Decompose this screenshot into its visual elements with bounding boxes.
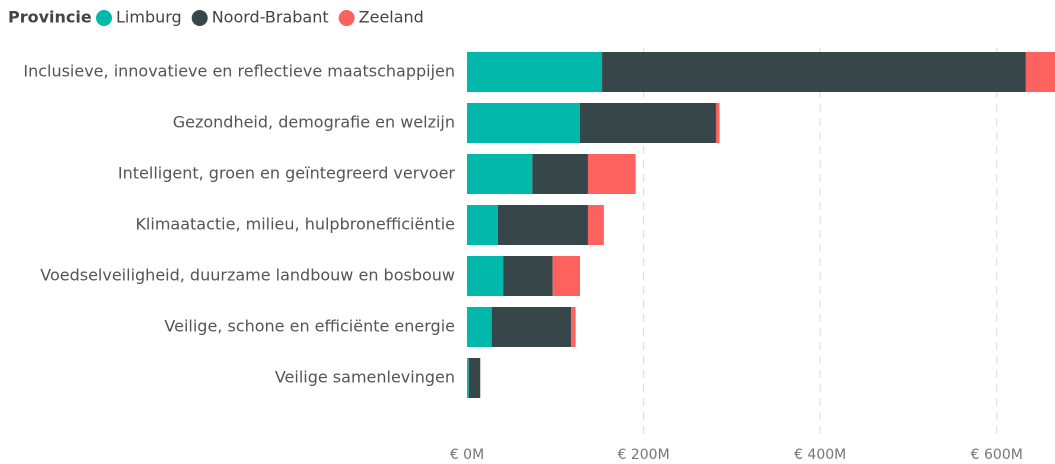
legend-label: Limburg: [116, 8, 182, 27]
bar-segment: [467, 256, 504, 296]
legend-swatch: [338, 10, 355, 26]
x-tick-label: € 400M: [794, 447, 846, 463]
bar-segment: [467, 52, 603, 92]
bar-segment: [503, 256, 553, 296]
bar-segment: [715, 103, 720, 143]
y-tick-label: Veilige samenlevingen: [275, 368, 455, 387]
bar-segment: [497, 205, 588, 245]
legend-label: Zeeland: [359, 8, 424, 27]
y-tick-label: Klimaatactie, milieu, hulpbronefficiënti…: [135, 215, 455, 234]
bar-segment: [587, 205, 604, 245]
x-tick-label: € 600M: [971, 447, 1023, 463]
legend-swatch: [96, 10, 112, 26]
bar-segment: [580, 103, 716, 143]
bar-segment: [602, 52, 1026, 92]
bar-segment: [468, 358, 481, 398]
x-tick-label: € 0M: [450, 447, 484, 463]
bar-segment: [491, 307, 572, 347]
bar-segment: [587, 154, 636, 194]
bar-segment: [467, 154, 533, 194]
y-tick-label: Gezondheid, demografie en welzijn: [173, 113, 455, 132]
bar-segment: [467, 307, 492, 347]
y-tick-label: Veilige, schone en efficiënte energie: [164, 317, 455, 336]
bar-segment: [532, 154, 588, 194]
x-tick-label: € 200M: [617, 447, 669, 463]
y-tick-label: Intelligent, groen en geïntegreerd vervo…: [118, 164, 456, 183]
bar-segment: [467, 103, 581, 143]
y-tick-label: Voedselveiligheid, duurzame landbouw en …: [40, 266, 455, 285]
y-tick-label: Inclusieve, innovatieve en reflectieve m…: [23, 62, 455, 81]
legend-label: Noord-Brabant: [212, 8, 329, 27]
bar-segment: [571, 307, 576, 347]
legend-title: Provincie: [8, 8, 92, 27]
legend-swatch: [191, 10, 208, 26]
bar-segment: [1025, 52, 1055, 92]
bar-segment: [467, 205, 498, 245]
bar-segment: [467, 358, 469, 398]
bar-segment: [552, 256, 581, 296]
